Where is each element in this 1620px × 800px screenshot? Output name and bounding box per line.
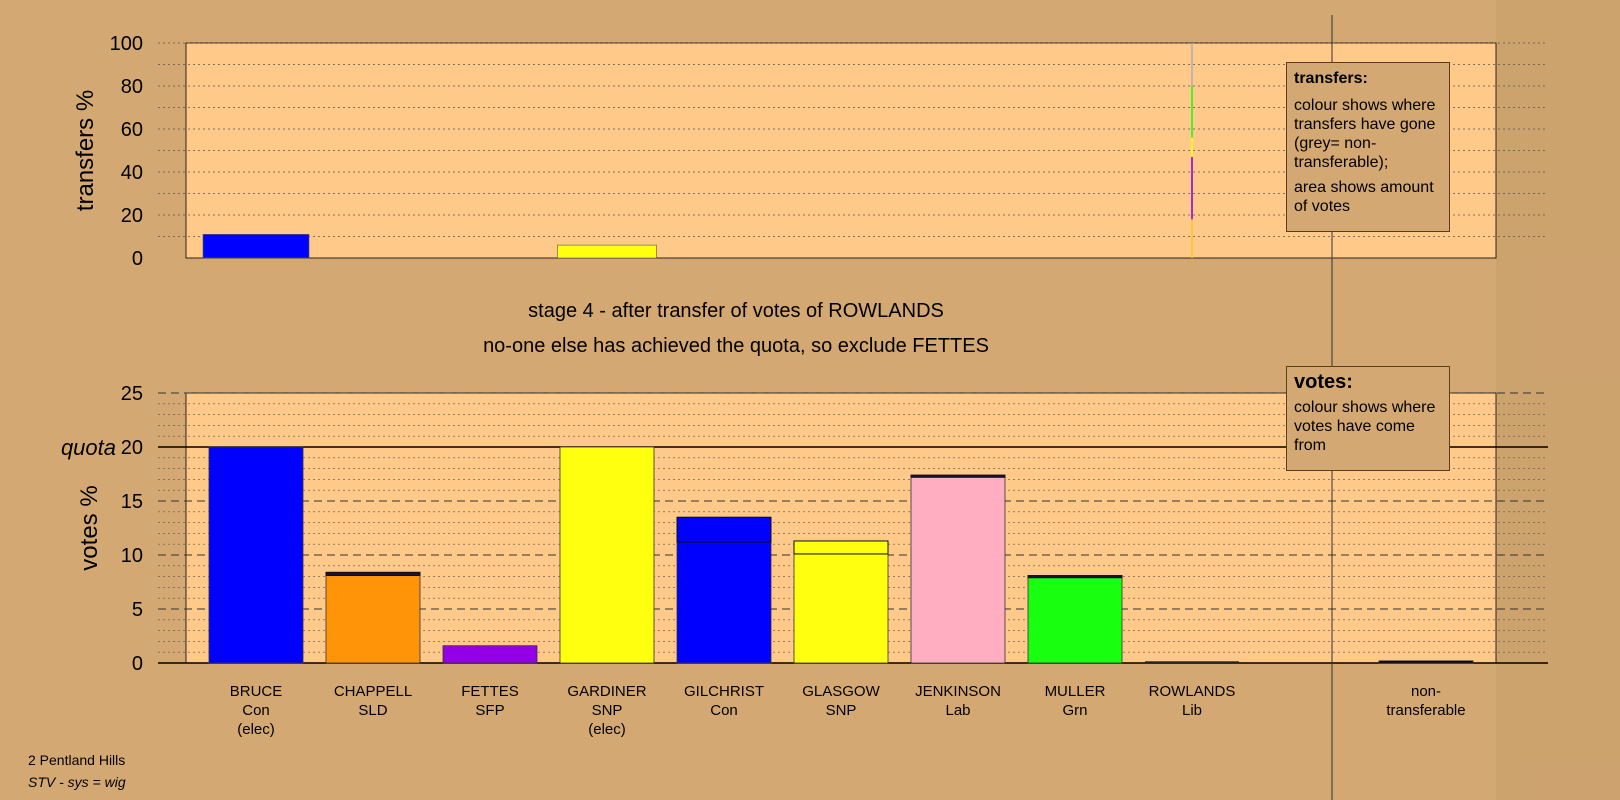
candidate-party-label: Lib bbox=[1182, 702, 1202, 719]
candidate-note-label: (elec) bbox=[588, 721, 626, 738]
votes-legend-title: votes: bbox=[1294, 371, 1353, 393]
votes-y-axis-label: votes % bbox=[76, 485, 103, 570]
transfers-y-tick-label: 0 bbox=[132, 248, 143, 270]
quota-label: quota bbox=[61, 435, 116, 460]
vote-bar-transfer-segment bbox=[910, 474, 1006, 478]
candidate-name-label: MULLER bbox=[1045, 683, 1106, 700]
candidate-name-label: FETTES bbox=[461, 683, 519, 700]
vote-bar bbox=[442, 645, 538, 664]
stage-title: stage 4 - after transfer of votes of ROW… bbox=[528, 300, 944, 322]
vote-bar-transfer-segment bbox=[325, 571, 421, 577]
transfers-y-tick-label: 100 bbox=[110, 33, 143, 55]
votes-y-tick-label: 25 bbox=[121, 383, 143, 405]
vote-bar bbox=[1027, 577, 1123, 664]
candidate-party-label: Lab bbox=[945, 702, 970, 719]
transfer-source-segment bbox=[1191, 86, 1193, 138]
candidate-party-label: Con bbox=[242, 702, 270, 719]
transfer-source-segment bbox=[1191, 43, 1193, 86]
stage-subtitle: no-one else has achieved the quota, so e… bbox=[483, 335, 989, 357]
transfers-y-tick-label: 40 bbox=[121, 162, 143, 184]
candidate-party-label: SFP bbox=[475, 702, 504, 719]
candidate-party-label: SNP bbox=[592, 702, 623, 719]
vote-bar bbox=[910, 476, 1006, 664]
candidate-party-label: transferable bbox=[1386, 702, 1465, 719]
candidate-party-label: Con bbox=[710, 702, 738, 719]
candidate-name-label: JENKINSON bbox=[915, 683, 1001, 700]
footer-constituency: 2 Pentland Hills bbox=[28, 752, 126, 768]
candidate-party-label: Grn bbox=[1062, 702, 1087, 719]
votes-y-tick-label: 5 bbox=[132, 599, 143, 621]
votes-legend: votes: colour shows where votes have com… bbox=[1286, 366, 1450, 471]
votes-y-tick-label: 10 bbox=[121, 545, 143, 567]
transfers-y-tick-label: 80 bbox=[121, 76, 143, 98]
votes-y-tick-label: 20 bbox=[121, 437, 143, 459]
vote-bar bbox=[676, 541, 772, 664]
votes-legend-text-1: colour shows where votes have come from bbox=[1294, 399, 1436, 454]
transfer-source-segment bbox=[1191, 137, 1193, 157]
transfer-bar bbox=[557, 244, 657, 259]
candidate-name-label: GARDINER bbox=[567, 683, 646, 700]
vote-bar bbox=[793, 553, 889, 664]
candidate-name-label: non- bbox=[1411, 683, 1441, 700]
transfer-source-segment bbox=[1191, 156, 1193, 220]
transfer-source-segment bbox=[1191, 219, 1193, 258]
transfers-legend-text-2: area shows amount of votes bbox=[1294, 179, 1434, 215]
transfers-legend-title: transfers: bbox=[1294, 70, 1368, 87]
transfers-y-tick-label: 20 bbox=[121, 205, 143, 227]
vote-bar bbox=[208, 446, 304, 664]
transfers-legend-text-1: colour shows where transfers have gone (… bbox=[1294, 97, 1436, 171]
candidate-note-label: (elec) bbox=[237, 721, 275, 738]
transfers-legend: transfers: colour shows where transfers … bbox=[1286, 62, 1450, 232]
footer-system: STV - sys = wig bbox=[28, 774, 126, 790]
right-band bbox=[1496, 0, 1620, 800]
candidate-name-label: GILCHRIST bbox=[684, 683, 764, 700]
transfers-y-axis-label: transfers % bbox=[72, 90, 99, 211]
candidate-name-label: CHAPPELL bbox=[334, 683, 412, 700]
transfers-y-tick-label: 60 bbox=[121, 119, 143, 141]
candidate-party-label: SNP bbox=[826, 702, 857, 719]
vote-bar-transfer-segment bbox=[793, 540, 889, 555]
candidate-name-label: ROWLANDS bbox=[1149, 683, 1236, 700]
vote-bar-transfer-segment bbox=[1027, 575, 1123, 579]
vote-bar bbox=[325, 575, 421, 664]
vote-bar bbox=[559, 446, 655, 664]
transfer-bar bbox=[202, 234, 310, 259]
vote-bar-transfer-segment bbox=[676, 516, 772, 543]
votes-y-tick-label: 0 bbox=[132, 653, 143, 675]
candidate-name-label: GLASGOW bbox=[802, 683, 880, 700]
candidate-name-label: BRUCE bbox=[230, 683, 283, 700]
vote-bar bbox=[1378, 660, 1474, 664]
votes-y-tick-label: 15 bbox=[121, 491, 143, 513]
candidate-party-label: SLD bbox=[358, 702, 387, 719]
